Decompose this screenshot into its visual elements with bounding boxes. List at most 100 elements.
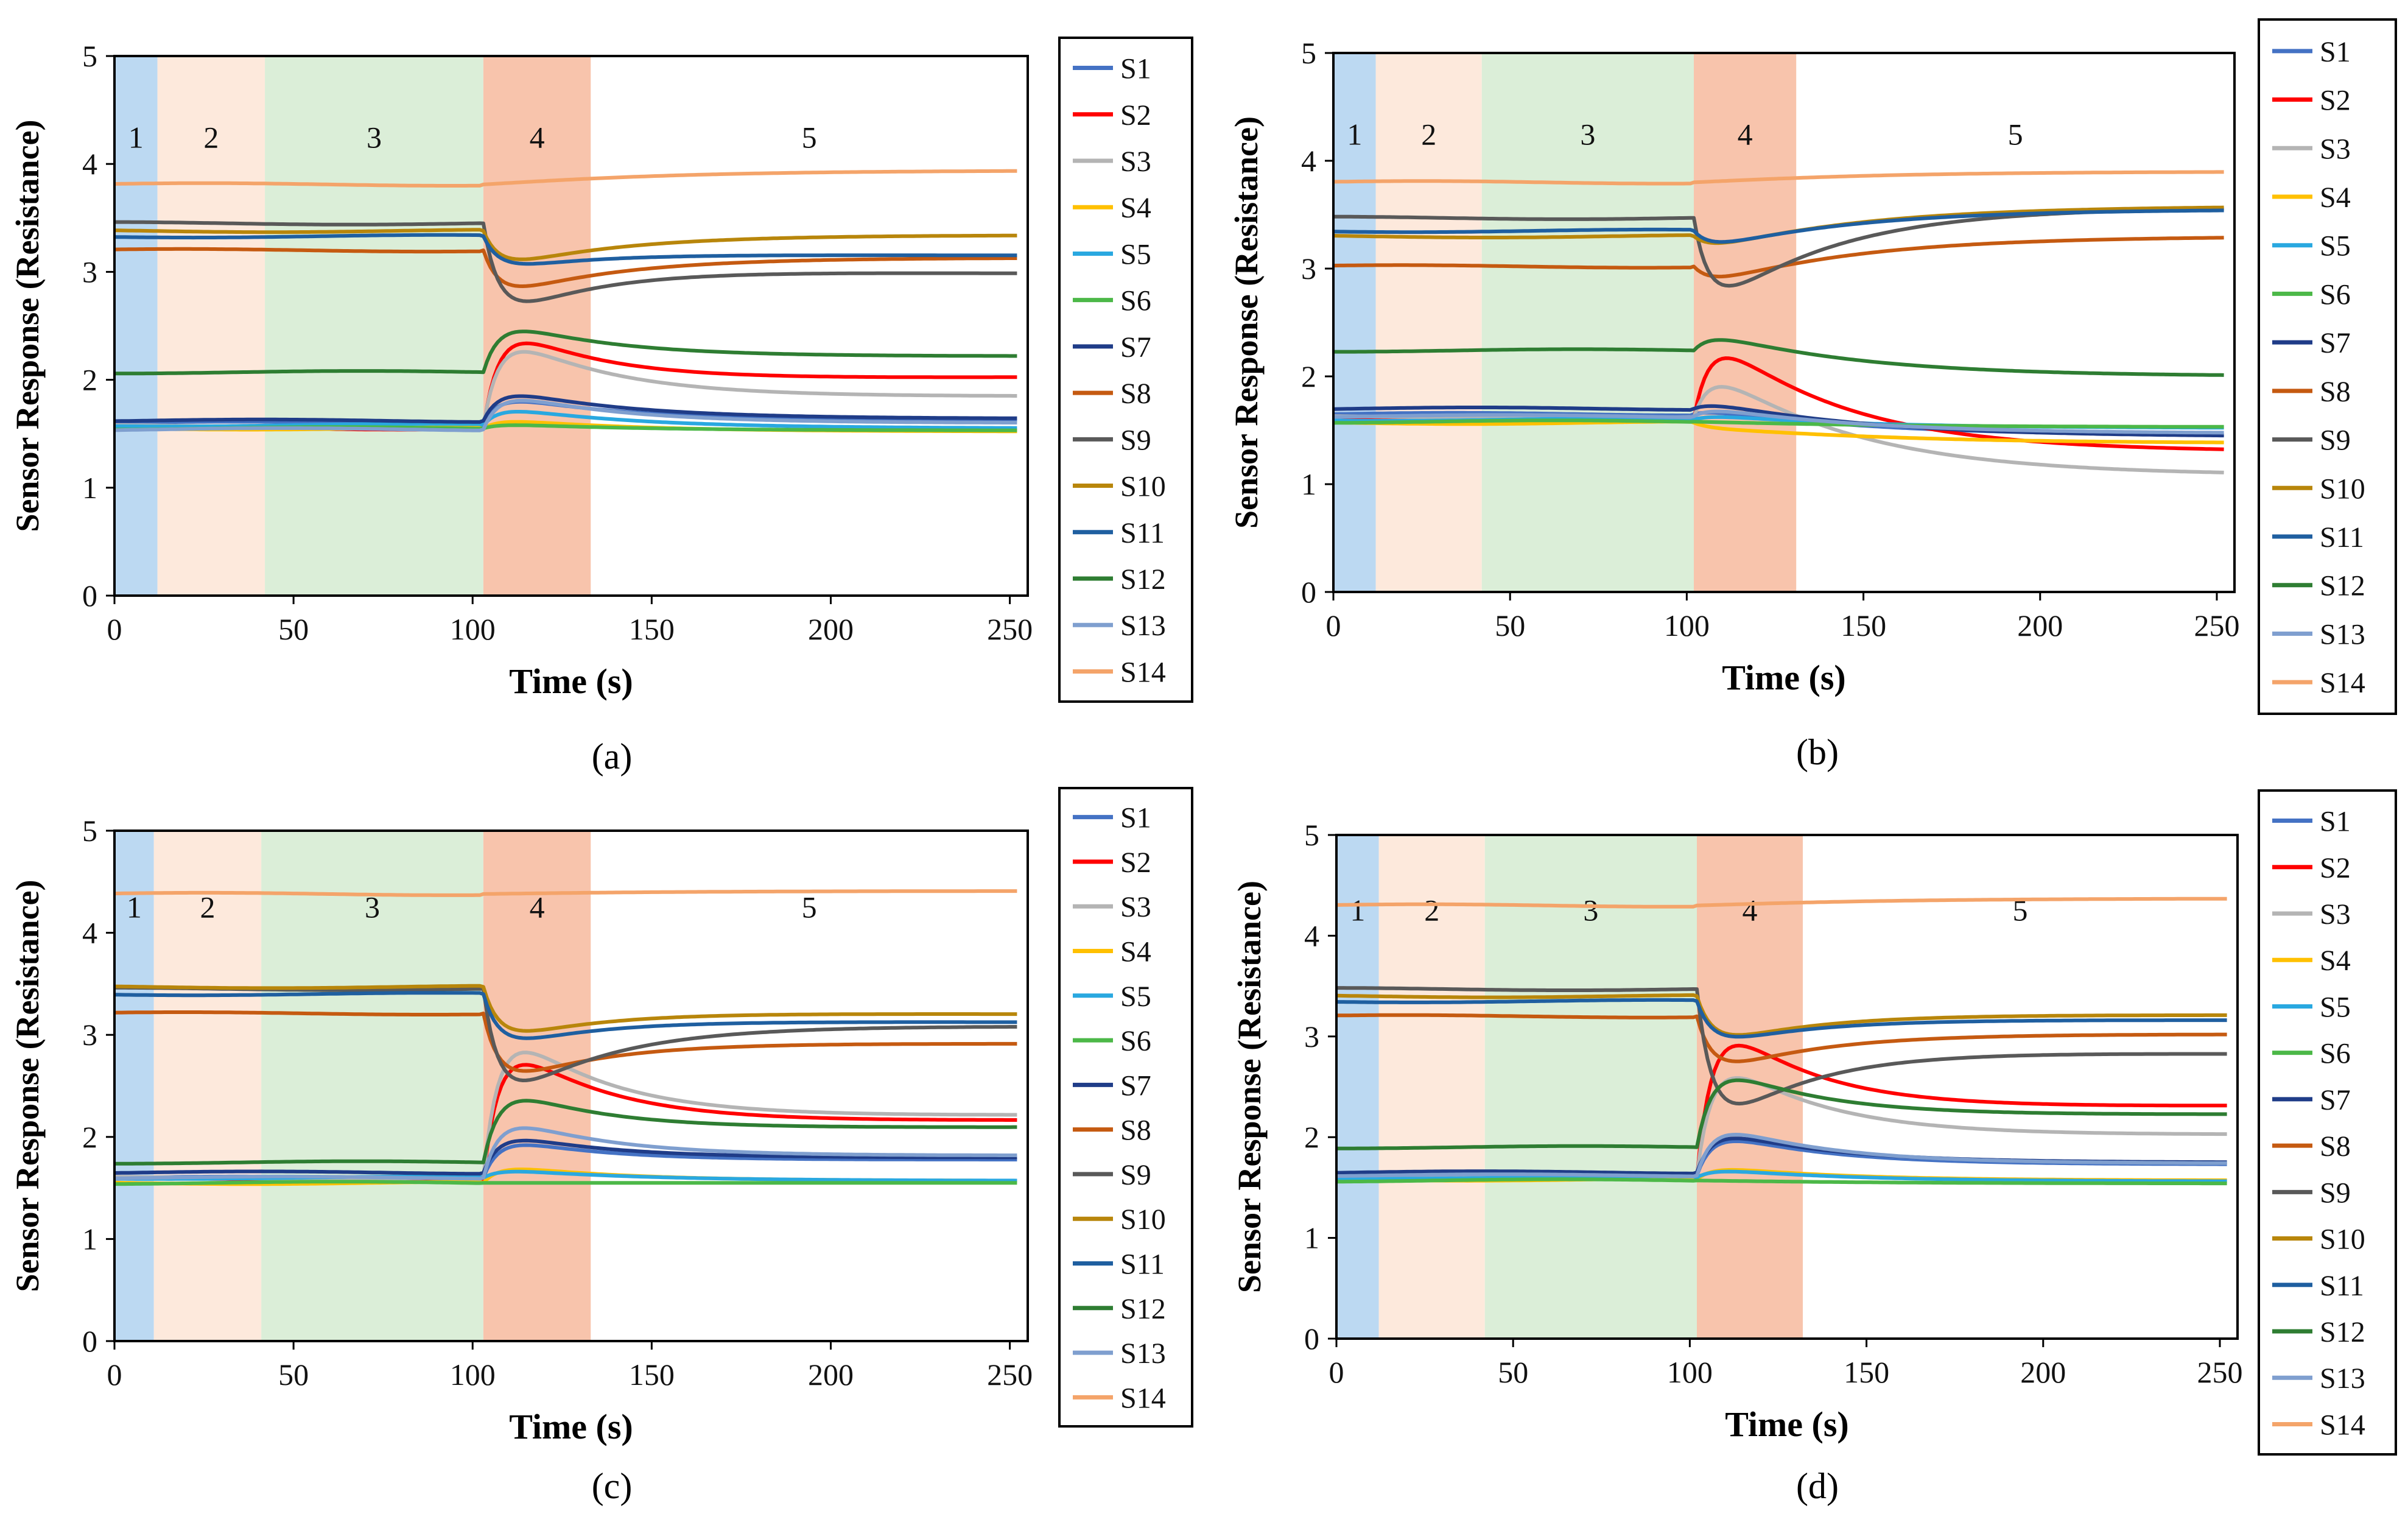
series-line-s12 <box>1336 1078 2227 1150</box>
phase-band-1 <box>1336 835 1379 1339</box>
legend-label: S13 <box>2320 1362 2365 1395</box>
series-line-s13 <box>114 1126 1017 1181</box>
legend-item-s1: S1 <box>2272 36 2351 68</box>
y-tick-label: 4 <box>82 916 97 950</box>
series-line-s4 <box>1333 420 2224 445</box>
legend-label: S4 <box>1120 935 1151 968</box>
x-tick-label: 100 <box>1667 1355 1713 1389</box>
x-tick-label: 150 <box>1841 608 1886 643</box>
y-tick-label: 4 <box>82 147 97 181</box>
legend-label: S7 <box>2320 327 2351 359</box>
legend-item-s3: S3 <box>2272 133 2351 165</box>
plot-frame <box>113 55 1029 597</box>
x-tick-label: 200 <box>2020 1355 2066 1389</box>
y-tick-label: 3 <box>1301 252 1316 286</box>
y-tick-label: 2 <box>82 363 97 397</box>
series-line-s11 <box>114 991 1017 1040</box>
legend-label: S6 <box>2320 1038 2351 1070</box>
y-tick-label: 4 <box>1304 918 1319 953</box>
series-line-s12 <box>114 1099 1017 1166</box>
phase-label-3: 3 <box>1583 893 1598 928</box>
legend-frame <box>2258 789 2397 1456</box>
legend-item-s12: S12 <box>2272 1316 2365 1348</box>
legend-item-s7: S7 <box>1073 1069 1151 1102</box>
series-line-s12 <box>114 329 1017 376</box>
series-line-s5 <box>114 410 1017 430</box>
x-tick-label: 250 <box>987 612 1033 646</box>
legend-item-s12: S12 <box>1073 563 1166 596</box>
legend-item-s13: S13 <box>1073 610 1166 642</box>
y-axis-title: Sensor Response (Resistance) <box>9 880 46 1292</box>
legend-label: S3 <box>1120 891 1151 923</box>
legend-item-s3: S3 <box>1073 146 1151 178</box>
series-line-s8 <box>114 1010 1017 1073</box>
legend-label: S10 <box>2320 473 2365 505</box>
phase-label-2: 2 <box>203 121 219 155</box>
phase-label-1: 1 <box>1350 893 1365 928</box>
phase-band-2 <box>1378 835 1485 1339</box>
legend-item-s1: S1 <box>1073 53 1151 85</box>
x-tick-label: 150 <box>629 612 675 646</box>
legend-label: S5 <box>1120 238 1151 270</box>
phase-band-3 <box>261 831 483 1341</box>
y-tick-label: 1 <box>1301 467 1316 501</box>
legend-frame <box>1058 37 1193 703</box>
phase-label-4: 4 <box>1743 893 1758 928</box>
legend-label: S6 <box>2320 278 2351 311</box>
y-tick-label: 2 <box>1301 359 1316 393</box>
legend-label: S8 <box>2320 1130 2351 1163</box>
phase-label-3: 3 <box>1580 117 1595 151</box>
y-tick-label: 0 <box>1304 1322 1319 1356</box>
x-tick-label: 50 <box>1498 1355 1528 1389</box>
legend-label: S11 <box>1120 1249 1165 1281</box>
legend-label: S9 <box>1120 1159 1151 1191</box>
legend-label: S8 <box>1120 378 1151 410</box>
legend-item-s9: S9 <box>1073 1159 1151 1191</box>
legend-item-s2: S2 <box>1073 99 1151 132</box>
legend-item-s9: S9 <box>2272 1177 2351 1209</box>
phase-band-4 <box>483 56 591 596</box>
x-axis-title: Time (s) <box>509 1407 633 1446</box>
legend-label: S7 <box>1120 331 1151 364</box>
legend-item-s9: S9 <box>1073 424 1151 456</box>
legend-label: S3 <box>2320 133 2351 165</box>
x-tick-label: 200 <box>2017 608 2063 643</box>
legend-item-s14: S14 <box>1073 656 1166 688</box>
legend-label: S1 <box>2320 36 2351 68</box>
series-line-s14 <box>1333 170 2224 186</box>
x-tick-label: 250 <box>2194 608 2239 643</box>
legend-label: S2 <box>1120 847 1151 879</box>
legend-label: S5 <box>2320 991 2351 1023</box>
x-tick-label: 50 <box>278 612 309 646</box>
legend-item-s5: S5 <box>1073 238 1151 270</box>
phase-band-1 <box>1333 53 1376 592</box>
y-tick-label: 5 <box>82 39 97 73</box>
y-tick-label: 4 <box>1301 144 1316 178</box>
legend-item-s8: S8 <box>2272 376 2351 408</box>
legend-item-s8: S8 <box>2272 1130 2351 1163</box>
legend-item-s4: S4 <box>2272 945 2351 977</box>
legend: S1 S2 S3 S4 S5 S6 S7 S8 S9 S10 S11 S12 S13 S14 <box>1058 787 1193 1428</box>
legend-label: S10 <box>2320 1224 2365 1256</box>
legend-item-s6: S6 <box>2272 278 2351 311</box>
legend-label: S10 <box>1120 1203 1166 1236</box>
legend-item-s10: S10 <box>1073 471 1166 503</box>
phase-band-5 <box>591 56 1028 596</box>
y-tick-label: 2 <box>82 1120 97 1154</box>
series-line-s6 <box>114 1180 1017 1186</box>
series-line-s9 <box>114 220 1017 303</box>
series-line-s11 <box>114 233 1017 266</box>
legend-label: S2 <box>2320 85 2351 117</box>
legend-label: S6 <box>1120 1025 1151 1057</box>
legend-label: S14 <box>2320 667 2365 699</box>
phase-band-3 <box>1484 835 1697 1339</box>
phase-band-2 <box>157 56 265 596</box>
legend-label: S5 <box>1120 981 1151 1013</box>
legend-item-s8: S8 <box>1073 1115 1151 1147</box>
legend-item-s13: S13 <box>2272 1362 2365 1395</box>
legend-item-s7: S7 <box>2272 327 2351 359</box>
